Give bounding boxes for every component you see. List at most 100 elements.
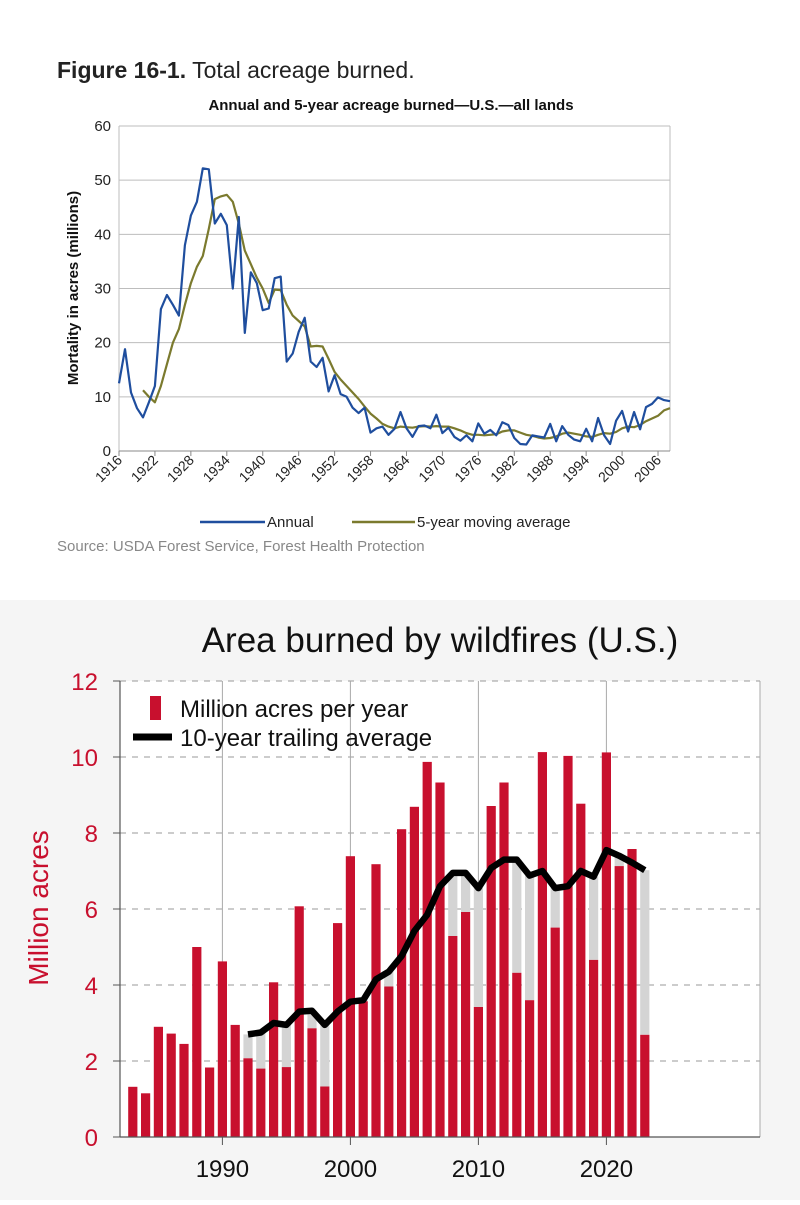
bar: [576, 803, 586, 1137]
chart2-bars: [128, 752, 650, 1137]
chart1-y-tick-label: 50: [94, 172, 111, 189]
chart1-x-tick-label: 1952: [307, 452, 340, 485]
chart2-title: Area burned by wildfires (U.S.): [202, 621, 679, 660]
chart1-y-tick-label: 20: [94, 335, 111, 352]
bar: [294, 906, 304, 1137]
bar: [601, 752, 611, 1137]
chart1-y-tick-labels: 0 10 20 30 40 50 60: [94, 118, 111, 460]
average-gap-fill: [281, 1024, 291, 1068]
bar: [128, 1086, 138, 1137]
bar: [141, 1093, 151, 1137]
chart1-x-tick-label: 1922: [128, 452, 161, 485]
average-gap-fill: [256, 1032, 266, 1069]
average-gap-fill: [640, 870, 650, 1035]
legend-annual-label: Annual: [267, 514, 314, 531]
bar: [448, 936, 458, 1137]
average-gap-fill: [550, 888, 560, 928]
bar: [525, 1000, 535, 1137]
chart1-x-tick-label: 1934: [200, 452, 233, 485]
chart1-y-tick-label: 30: [94, 281, 111, 298]
average-gap-fill: [384, 971, 394, 987]
chart-area-burned-wildfires: Area burned by wildfires (U.S.) 0 2 4 6 8 10 1…: [0, 600, 800, 1200]
chart2-y-tick-label: 10: [71, 745, 98, 772]
figure-heading: Figure 16-1. Total acreage burned.: [57, 57, 415, 83]
chart2-y-tick-label: 8: [85, 821, 98, 848]
chart2-y-tick-label: 12: [71, 669, 98, 696]
chart2-x-tick-label: 2010: [452, 1156, 505, 1183]
chart1-legend: Annual 5-year moving average: [200, 514, 570, 531]
chart1-x-tick-label: 1982: [487, 452, 520, 485]
chart1-x-tick-label: 1946: [271, 452, 304, 485]
average-gap-fill: [448, 872, 458, 936]
legend-bars-label: Million acres per year: [180, 696, 408, 723]
bar: [256, 1068, 266, 1137]
average-gap-fill: [320, 1024, 330, 1087]
legend-bars-swatch: [150, 696, 161, 720]
bar: [409, 806, 419, 1137]
bar: [281, 1067, 291, 1137]
average-gap-fill: [461, 872, 471, 912]
bar: [435, 782, 445, 1137]
chart2-average-gap-fill: [243, 855, 650, 1087]
bar: [269, 982, 279, 1137]
chart2-x-tick-label: 2020: [580, 1156, 633, 1183]
bar: [307, 1028, 317, 1137]
chart1-y-tick-label: 10: [94, 389, 111, 406]
chart1-x-tick-label: 1916: [92, 452, 125, 485]
bar: [320, 1086, 330, 1137]
bar: [512, 972, 522, 1137]
bar: [345, 856, 355, 1137]
chart2-y-tick-label: 2: [85, 1049, 98, 1076]
chart1-y-tick-label: 60: [94, 118, 111, 135]
chart1-x-tick-label: 1964: [379, 452, 412, 485]
bar: [550, 927, 560, 1137]
bar: [205, 1067, 215, 1137]
bar: [537, 752, 547, 1137]
bar: [371, 864, 381, 1137]
bar: [486, 806, 496, 1137]
bar: [192, 947, 202, 1137]
chart1-x-tick-labels: 1916 1922 1928 1934 1940 1946 1952 1958 1964 1970…: [92, 451, 664, 485]
average-gap-fill: [243, 1034, 253, 1059]
bar: [358, 1001, 368, 1137]
bar: [397, 829, 407, 1137]
chart2-svg: Area burned by wildfires (U.S.) 0 2 4 6 8 10 1…: [23, 621, 761, 1183]
bar: [614, 866, 624, 1137]
chart1-x-tick-label: 1976: [451, 452, 484, 485]
legend-average-label: 10-year trailing average: [180, 725, 432, 752]
figure-source: Source: USDA Forest Service, Forest Heal…: [57, 538, 425, 555]
figure-label: Figure 16-1.: [57, 57, 186, 83]
bar: [230, 1024, 240, 1137]
chart1-series-lines: [117, 167, 671, 446]
chart1-x-tick-label: 1928: [164, 452, 197, 485]
average-gap-fill: [473, 888, 483, 1007]
bar: [384, 986, 394, 1137]
average-gap-fill: [589, 876, 599, 960]
chart1-y-tick-label: 40: [94, 226, 111, 243]
chart1-x-tick-label: 2006: [631, 452, 664, 485]
bar: [640, 1034, 650, 1137]
ten-year-average-line: [247, 846, 647, 1038]
chart1-x-tick-label: 1958: [343, 452, 376, 485]
average-gap-fill: [307, 1010, 317, 1029]
average-gap-fill: [512, 859, 522, 973]
chart1-y-tick-label: 0: [103, 443, 111, 460]
chart1-title: Annual and 5-year acreage burned—U.S.—al…: [208, 97, 573, 114]
bar: [153, 1026, 163, 1137]
bar: [333, 923, 343, 1137]
chart2-y-tick-label: 4: [85, 973, 98, 1000]
bar: [422, 761, 432, 1137]
legend-moving-average-label: 5-year moving average: [417, 514, 570, 531]
bar: [179, 1043, 189, 1137]
bar: [627, 849, 637, 1137]
chart1-x-tick-label: 1940: [236, 452, 269, 485]
annual-series-line: [117, 167, 671, 446]
bar: [217, 961, 227, 1137]
bar: [589, 959, 599, 1137]
chart1-svg: Figure 16-1. Total acreage burned. Annua…: [57, 57, 671, 555]
chart2-y-tick-label: 6: [85, 897, 98, 924]
bar: [473, 1007, 483, 1137]
chart2-x-tick-label: 2000: [324, 1156, 377, 1183]
chart2-y-axis-label: Million acres: [23, 830, 54, 986]
bar: [499, 782, 509, 1137]
